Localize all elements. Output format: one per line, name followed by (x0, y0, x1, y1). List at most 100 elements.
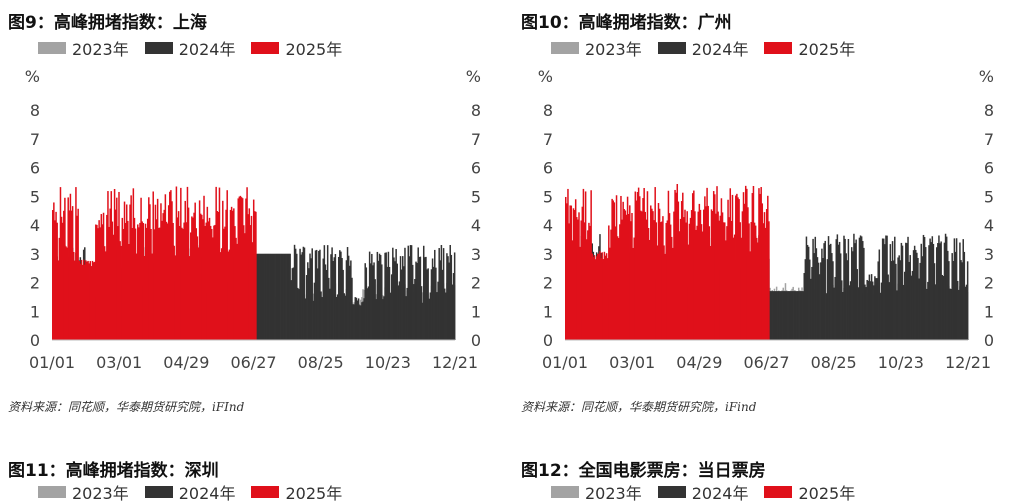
bar (679, 218, 682, 340)
bar (855, 239, 857, 340)
bar (97, 228, 99, 340)
bar (332, 260, 334, 340)
bar (174, 255, 177, 340)
bar (911, 271, 914, 340)
bar (104, 251, 107, 340)
bar (886, 235, 888, 340)
bar (820, 262, 822, 340)
bar (405, 296, 407, 340)
bar (664, 253, 666, 340)
x-tick-label: 06/27 (230, 353, 276, 370)
x-tick-label: 04/29 (163, 353, 209, 370)
bar (852, 251, 854, 340)
series-2025年 (565, 184, 770, 340)
bar (701, 231, 704, 340)
bar (895, 263, 897, 340)
y-unit-right: % (466, 67, 481, 86)
bar (206, 206, 209, 340)
bar (600, 258, 602, 340)
bar (310, 258, 312, 340)
bar (447, 256, 449, 340)
bar (799, 291, 801, 340)
bar (218, 187, 221, 340)
bar (85, 260, 87, 340)
bar (432, 266, 435, 340)
bar (601, 252, 603, 340)
bar (196, 236, 199, 340)
bar (568, 223, 570, 340)
bar (900, 242, 903, 340)
bar (78, 261, 81, 340)
x-tick-label: 03/01 (96, 353, 142, 370)
bar (570, 205, 573, 340)
bar (765, 209, 768, 340)
bar (427, 268, 429, 340)
bar (303, 247, 306, 340)
bar (228, 249, 231, 340)
y-tick-label-left: 4 (30, 216, 40, 235)
bar (374, 279, 376, 340)
bar (294, 248, 297, 340)
y-tick-label-right: 5 (471, 187, 481, 206)
bar (123, 201, 126, 340)
bar (605, 253, 608, 340)
bar (686, 211, 688, 340)
bar (826, 259, 829, 340)
bar (714, 194, 716, 340)
bar (604, 255, 607, 340)
bar (151, 253, 153, 340)
bar (623, 209, 626, 340)
bar (722, 222, 725, 340)
bar (68, 210, 71, 340)
bar (804, 259, 807, 340)
bar (782, 291, 785, 340)
bar (394, 261, 396, 340)
bar (935, 247, 938, 340)
bar (817, 262, 820, 340)
bar (230, 206, 233, 340)
y-tick-label-left: 0 (30, 331, 40, 350)
bar (339, 250, 341, 340)
bar (428, 298, 431, 340)
bar (400, 269, 403, 340)
bar (700, 224, 703, 340)
bar (153, 229, 156, 340)
bar (891, 241, 894, 340)
bar (751, 193, 754, 340)
bar (207, 221, 210, 340)
bar (661, 221, 663, 340)
bar (119, 241, 121, 340)
bar (668, 213, 671, 340)
bar (955, 238, 958, 340)
bar (98, 220, 100, 340)
bar (366, 288, 369, 340)
x-tick-label: 12/21 (432, 353, 478, 370)
bar (214, 224, 216, 340)
bar (853, 233, 855, 340)
bar (879, 292, 882, 340)
bar (589, 225, 591, 340)
bar (742, 192, 745, 340)
bar (363, 298, 365, 340)
bar (632, 247, 634, 340)
bar (793, 291, 796, 340)
bar (453, 252, 456, 340)
bar (314, 250, 317, 340)
bar (587, 230, 589, 340)
bar (258, 253, 260, 340)
bar (959, 242, 961, 340)
bar (731, 194, 734, 340)
bar (732, 237, 735, 340)
bar (141, 221, 143, 340)
bar (125, 204, 128, 340)
bar (389, 292, 392, 340)
bar (917, 257, 919, 340)
bar (870, 274, 873, 340)
bar (728, 217, 730, 340)
bar (410, 245, 413, 340)
bar (197, 247, 200, 340)
bar (107, 191, 109, 340)
bar (132, 188, 135, 340)
x-tick-label: 08/25 (298, 353, 344, 370)
bar (718, 220, 720, 340)
